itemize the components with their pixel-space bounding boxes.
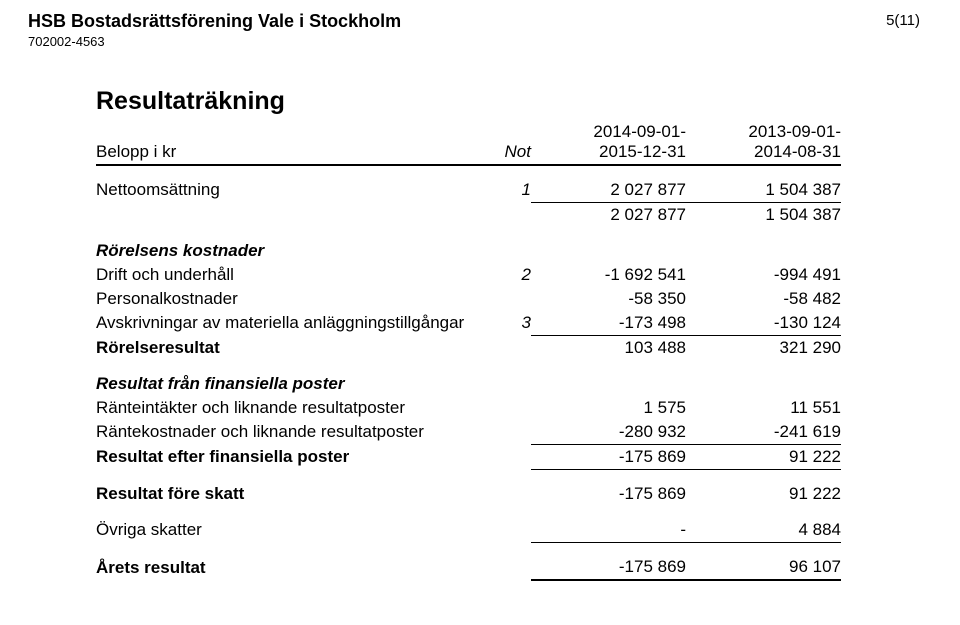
row-label: Resultat före skatt: [96, 469, 476, 506]
row-val1: -58 350: [531, 287, 686, 311]
table-row: Nettoomsättning 1 2 027 877 1 504 387: [96, 165, 841, 203]
row-val1: -175 869: [531, 542, 686, 580]
table-header-row: Belopp i kr Not 2014-09-01- 2015-12-31 2…: [96, 120, 841, 165]
row-label: Årets resultat: [96, 542, 476, 580]
row-label: Avskrivningar av materiella anläggningst…: [96, 311, 476, 336]
row-val1: 2 027 877: [531, 165, 686, 203]
col-header-period2: 2013-09-01- 2014-08-31: [686, 120, 841, 165]
row-val2: -241 619: [686, 420, 841, 445]
row-val1: 2 027 877: [531, 202, 686, 227]
col-header-note: Not: [476, 120, 531, 165]
row-label: Räntekostnader och liknande resultatpost…: [96, 420, 476, 445]
row-val1: -: [531, 506, 686, 543]
page-number: 5(11): [886, 12, 920, 29]
row-note: 2: [476, 263, 531, 287]
row-label: Övriga skatter: [96, 506, 476, 543]
table-row: 2 027 877 1 504 387: [96, 202, 841, 227]
section-heading: Rörelsens kostnader: [96, 227, 476, 263]
income-table: Belopp i kr Not 2014-09-01- 2015-12-31 2…: [96, 120, 841, 581]
period1-line2: 2015-12-31: [599, 142, 686, 161]
table-row: Avskrivningar av materiella anläggningst…: [96, 311, 841, 336]
row-val2: 1 504 387: [686, 202, 841, 227]
row-label: Rörelseresultat: [96, 335, 476, 360]
table-row: Övriga skatter - 4 884: [96, 506, 841, 543]
page-header: HSB Bostadsrättsförening Vale i Stockhol…: [28, 12, 920, 49]
period2-line1: 2013-09-01-: [748, 122, 841, 141]
row-val1: 103 488: [531, 335, 686, 360]
table-row: Resultat från finansiella poster: [96, 360, 841, 396]
page: HSB Bostadsrättsförening Vale i Stockhol…: [0, 0, 960, 625]
row-label: Resultat efter finansiella poster: [96, 444, 476, 469]
row-val2: 4 884: [686, 506, 841, 543]
row-val2: 1 504 387: [686, 165, 841, 203]
row-val1: -175 869: [531, 469, 686, 506]
row-val2: -994 491: [686, 263, 841, 287]
table-row: Årets resultat -175 869 96 107: [96, 542, 841, 580]
row-label: Ränteintäkter och liknande resultatposte…: [96, 396, 476, 420]
table-row: Rörelsens kostnader: [96, 227, 841, 263]
row-val1: -1 692 541: [531, 263, 686, 287]
col-header-label: Belopp i kr: [96, 120, 476, 165]
row-val2: 321 290: [686, 335, 841, 360]
col-header-period1: 2014-09-01- 2015-12-31: [531, 120, 686, 165]
row-val1: 1 575: [531, 396, 686, 420]
row-label: Personalkostnader: [96, 287, 476, 311]
row-val2: 11 551: [686, 396, 841, 420]
period2-line2: 2014-08-31: [754, 142, 841, 161]
row-val2: -58 482: [686, 287, 841, 311]
section-heading: Resultat från finansiella poster: [96, 360, 476, 396]
table-row: Resultat före skatt -175 869 91 222: [96, 469, 841, 506]
statement-title: Resultaträkning: [96, 87, 920, 116]
table-row: Ränteintäkter och liknande resultatposte…: [96, 396, 841, 420]
row-val2: -130 124: [686, 311, 841, 336]
content-area: Resultaträkning Belopp i kr Not 2014-09-…: [96, 87, 920, 581]
row-val1: -175 869: [531, 444, 686, 469]
org-block: HSB Bostadsrättsförening Vale i Stockhol…: [28, 12, 401, 49]
table-row: Resultat efter finansiella poster -175 8…: [96, 444, 841, 469]
row-val2: 91 222: [686, 444, 841, 469]
table-row: Drift och underhåll 2 -1 692 541 -994 49…: [96, 263, 841, 287]
row-label: Drift och underhåll: [96, 263, 476, 287]
row-val2: 91 222: [686, 469, 841, 506]
row-val1: -173 498: [531, 311, 686, 336]
row-note: 1: [476, 165, 531, 203]
row-val1: -280 932: [531, 420, 686, 445]
table-row: Räntekostnader och liknande resultatpost…: [96, 420, 841, 445]
row-note: 3: [476, 311, 531, 336]
org-name: HSB Bostadsrättsförening Vale i Stockhol…: [28, 12, 401, 32]
table-row: Personalkostnader -58 350 -58 482: [96, 287, 841, 311]
row-label: Nettoomsättning: [96, 165, 476, 203]
table-row: Rörelseresultat 103 488 321 290: [96, 335, 841, 360]
org-number: 702002-4563: [28, 34, 401, 49]
period1-line1: 2014-09-01-: [593, 122, 686, 141]
row-val2: 96 107: [686, 542, 841, 580]
